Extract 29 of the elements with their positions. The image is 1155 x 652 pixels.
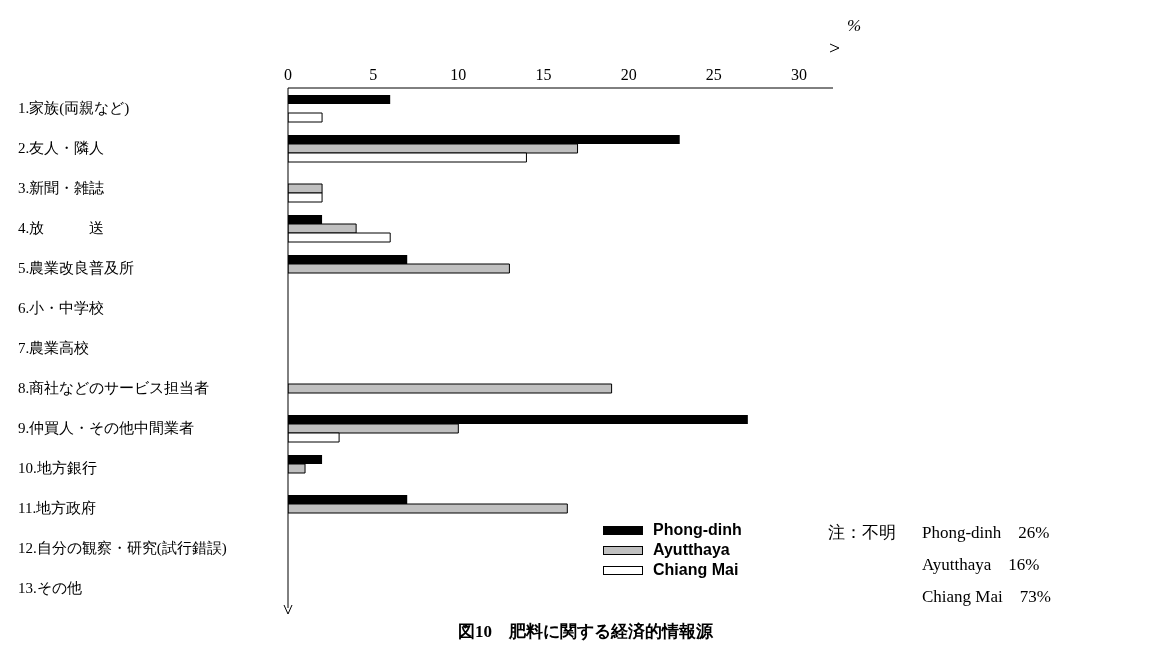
y-tick-label: 2.友人・隣人 [18,140,105,156]
y-tick-label: 1.家族(両親など) [18,100,130,117]
text: 図10 肥料に関する経済的情報源 [457,621,714,643]
y-tick-label: 4.放 送 [18,220,105,236]
y-tick-label: 12.自分の観察・研究(試行錯誤) [18,540,227,557]
x-axis-title: % [847,16,862,36]
x-tick-label: 15 [535,66,552,83]
y-tick-label: 10.地方銀行 [18,460,97,476]
y-tick-label: 6.小・中学校 [18,300,105,316]
y-tick-label: 9.仲買人・その他中間業者 [18,420,195,436]
x-tick-label: 0 [284,66,292,83]
y-tick-label: 7.農業高校 [18,340,90,356]
x-tick-label: 25 [705,66,722,83]
annotation: 注：不明 [828,522,896,544]
x-tick-label: 10 [450,66,467,83]
text: Ayutthaya 16% [922,554,1040,576]
y-tick-label: 5.農業改良普及所 [18,260,135,276]
legend-label: Phong-dinh [653,521,742,539]
y-tick-label: 13.その他 [18,580,82,596]
x-tick-label: 5 [369,66,378,83]
y-tick-label: 11.地方政府 [18,500,97,516]
text: Chiang Mai 73% [922,586,1051,608]
legend-label: Chiang Mai [653,561,739,579]
x-tick-label: 20 [620,66,637,83]
y-tick-label: 3.新聞・雑誌 [18,180,105,196]
y-tick-label: 8.商社などのサービス担当者 [18,380,210,396]
legend-label: Ayutthaya [653,541,730,559]
text: Phong-dinh 26% [922,522,1050,544]
x-tick-label: 30 [790,66,807,83]
